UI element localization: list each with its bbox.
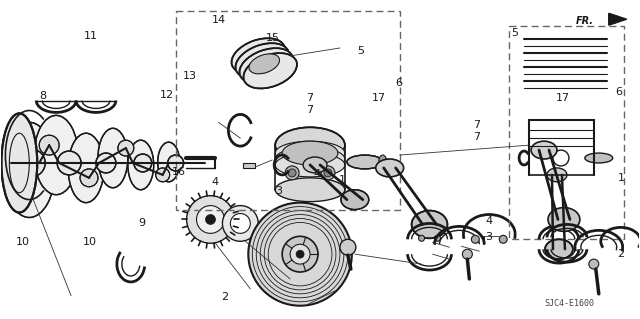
Ellipse shape bbox=[275, 153, 345, 177]
Text: 9: 9 bbox=[138, 218, 145, 228]
Text: 13: 13 bbox=[183, 71, 197, 81]
Circle shape bbox=[196, 205, 225, 234]
Ellipse shape bbox=[412, 211, 447, 238]
Text: 2: 2 bbox=[221, 292, 228, 302]
Text: SJC4-E1600: SJC4-E1600 bbox=[544, 299, 594, 308]
Ellipse shape bbox=[236, 43, 289, 78]
Text: FR.: FR. bbox=[576, 16, 594, 26]
Circle shape bbox=[340, 239, 356, 255]
Ellipse shape bbox=[282, 141, 338, 165]
Circle shape bbox=[499, 235, 507, 243]
Text: 7: 7 bbox=[473, 120, 480, 130]
Text: 1: 1 bbox=[618, 174, 625, 183]
Text: 14: 14 bbox=[212, 15, 226, 26]
Circle shape bbox=[223, 205, 259, 241]
Text: 16: 16 bbox=[172, 167, 186, 177]
Ellipse shape bbox=[128, 140, 154, 190]
Text: 6: 6 bbox=[616, 86, 623, 97]
Text: 7: 7 bbox=[306, 106, 313, 115]
Ellipse shape bbox=[157, 142, 180, 182]
Circle shape bbox=[230, 213, 250, 234]
Circle shape bbox=[187, 196, 234, 243]
Ellipse shape bbox=[1, 114, 37, 212]
Text: 5: 5 bbox=[511, 28, 518, 38]
Text: 17: 17 bbox=[372, 93, 387, 103]
Circle shape bbox=[288, 169, 296, 177]
Ellipse shape bbox=[548, 208, 580, 231]
Text: 3: 3 bbox=[486, 232, 493, 242]
Ellipse shape bbox=[379, 155, 387, 169]
Ellipse shape bbox=[376, 159, 404, 177]
Ellipse shape bbox=[275, 147, 345, 171]
FancyBboxPatch shape bbox=[243, 163, 255, 168]
Circle shape bbox=[118, 140, 134, 156]
Text: 2: 2 bbox=[618, 249, 625, 259]
Ellipse shape bbox=[545, 239, 573, 259]
Circle shape bbox=[17, 149, 45, 177]
Text: 12: 12 bbox=[159, 90, 173, 100]
Text: 1: 1 bbox=[339, 175, 346, 185]
Ellipse shape bbox=[547, 168, 567, 182]
Polygon shape bbox=[609, 13, 627, 25]
Ellipse shape bbox=[249, 54, 280, 74]
Ellipse shape bbox=[275, 178, 345, 202]
Circle shape bbox=[96, 153, 116, 173]
Circle shape bbox=[290, 244, 310, 264]
Circle shape bbox=[134, 154, 152, 172]
Circle shape bbox=[296, 250, 304, 258]
Ellipse shape bbox=[531, 141, 557, 159]
Circle shape bbox=[419, 235, 424, 241]
Circle shape bbox=[324, 169, 332, 177]
Ellipse shape bbox=[243, 53, 297, 88]
Text: 15: 15 bbox=[266, 33, 280, 43]
Circle shape bbox=[321, 166, 335, 180]
Ellipse shape bbox=[347, 155, 383, 169]
Ellipse shape bbox=[585, 153, 612, 163]
Text: 7: 7 bbox=[306, 93, 313, 103]
Ellipse shape bbox=[68, 133, 104, 203]
Text: 8: 8 bbox=[40, 91, 47, 101]
Circle shape bbox=[282, 236, 318, 272]
Circle shape bbox=[39, 135, 59, 155]
Ellipse shape bbox=[239, 48, 293, 84]
Text: 17: 17 bbox=[556, 93, 570, 103]
Ellipse shape bbox=[275, 141, 345, 165]
Text: 7: 7 bbox=[473, 132, 480, 142]
Circle shape bbox=[462, 249, 472, 259]
Text: 10: 10 bbox=[15, 237, 29, 247]
Text: 4: 4 bbox=[314, 169, 321, 179]
Text: 4: 4 bbox=[212, 177, 219, 187]
Ellipse shape bbox=[341, 190, 369, 210]
Ellipse shape bbox=[35, 115, 78, 195]
Text: 11: 11 bbox=[84, 31, 98, 41]
Ellipse shape bbox=[303, 157, 327, 173]
Ellipse shape bbox=[3, 122, 55, 218]
Circle shape bbox=[156, 168, 170, 182]
Circle shape bbox=[285, 166, 299, 180]
Circle shape bbox=[589, 259, 599, 269]
Text: 10: 10 bbox=[83, 237, 97, 247]
Circle shape bbox=[471, 235, 479, 243]
Ellipse shape bbox=[275, 127, 345, 163]
Circle shape bbox=[57, 151, 81, 175]
Text: 4: 4 bbox=[486, 216, 493, 226]
Ellipse shape bbox=[232, 38, 285, 74]
Text: 3: 3 bbox=[275, 186, 282, 196]
Text: 5: 5 bbox=[357, 46, 364, 56]
Circle shape bbox=[435, 235, 440, 241]
Circle shape bbox=[205, 214, 216, 225]
Text: 6: 6 bbox=[395, 78, 402, 88]
Circle shape bbox=[168, 155, 184, 171]
Circle shape bbox=[248, 203, 352, 306]
Circle shape bbox=[80, 169, 98, 187]
Ellipse shape bbox=[98, 128, 128, 188]
